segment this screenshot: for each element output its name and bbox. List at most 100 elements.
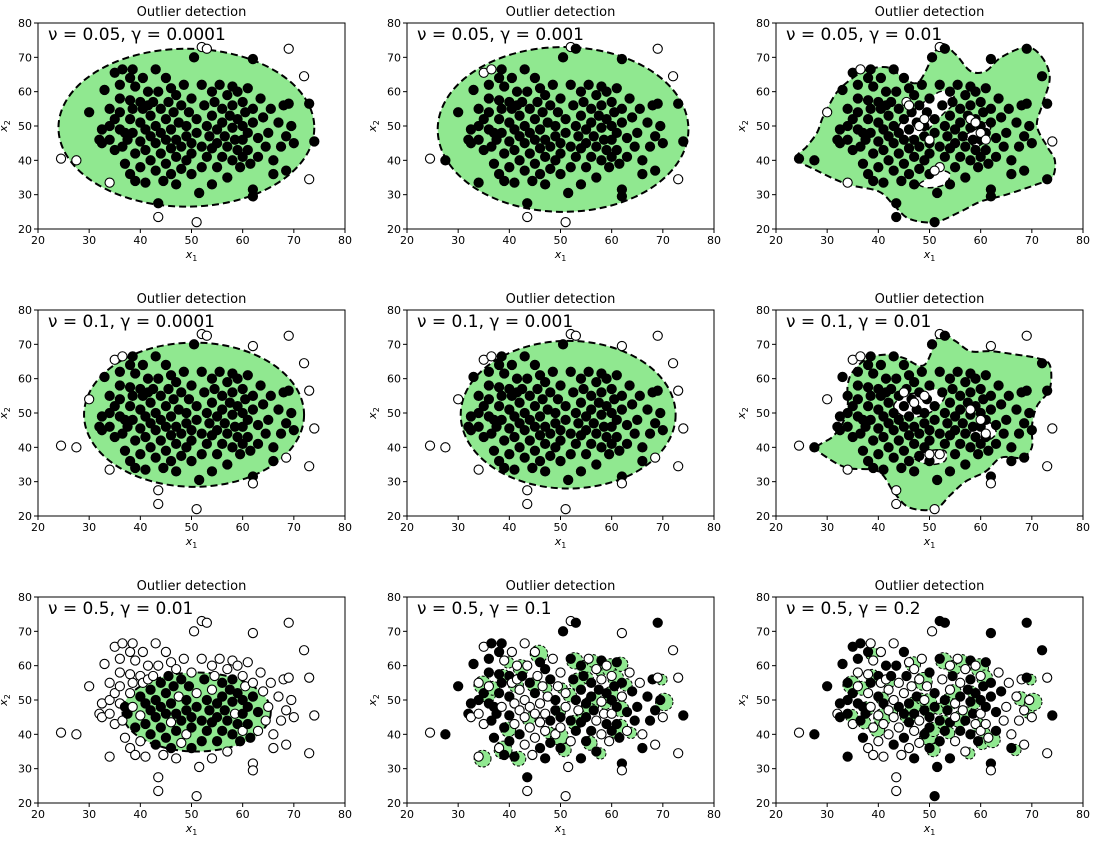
inlier-point [194,187,205,199]
x-tick-label: 50 [923,521,937,534]
inlier-point [903,455,915,467]
inlier-point [865,390,876,401]
outlier-point [127,677,138,688]
x-axis-label: x1 [554,822,567,837]
inlier-point [965,442,976,453]
x-tick-label: 30 [451,521,465,534]
inlier-point [575,684,587,695]
x-tick-label: 70 [287,808,301,821]
inlier-point [504,117,515,128]
outlier-point [117,351,128,362]
inlier-point [247,691,259,702]
inlier-point [1036,645,1048,656]
x-axis-label: x1 [185,248,198,263]
inlier-point [642,404,653,415]
inlier-point [898,134,910,145]
inlier-point [942,705,953,716]
y-tick-label: 50 [18,694,32,707]
outlier-point [914,737,925,749]
inlier-point [898,732,910,743]
inlier-point [980,144,991,156]
x-tick-label: 50 [185,234,199,247]
inlier-point [578,96,589,108]
inlier-point [150,694,161,706]
inlier-point [522,86,533,97]
outlier-point [873,710,884,721]
inlier-point [237,407,248,419]
inlier-point [606,120,617,132]
y-tick-label: 80 [18,591,32,604]
inlier-point [632,701,643,713]
outlier-point [114,653,126,664]
scatter-points [55,615,320,802]
inlier-point [644,141,656,152]
inlier-point [493,382,505,393]
outlier-point [473,464,484,475]
y-tick-label: 70 [387,338,401,351]
inlier-point [222,172,233,183]
inlier-point [972,736,984,747]
inlier-point [603,449,615,460]
outlier-point [970,718,981,730]
inlier-point [972,162,984,173]
inlier-point [842,134,853,145]
inlier-point [191,414,202,426]
inlier-point [888,407,899,419]
param-annotation: ν = 0.1, γ = 0.0001 [48,312,215,332]
outlier-point [606,708,617,719]
inlier-point [957,418,968,429]
inlier-point [227,674,238,685]
inlier-point [909,151,920,163]
inlier-point [837,658,848,670]
inlier-point [247,103,259,114]
y-tick-label: 30 [387,189,401,202]
inlier-point [990,151,1002,163]
inlier-point [532,96,543,108]
inlier-point [483,366,495,377]
inlier-point [793,153,805,164]
inlier-point [117,64,128,75]
inlier-point [245,732,256,743]
inlier-point [575,466,587,477]
outlier-point [181,729,192,740]
inlier-point [885,96,897,108]
inlier-point [288,425,299,436]
inlier-point [591,89,602,101]
outlier-point [1042,748,1053,759]
outlier-point [891,785,902,797]
inlier-point [545,100,556,111]
inlier-point [873,691,884,702]
inlier-point [586,691,597,702]
inlier-point [852,93,864,104]
x-tick-label: 30 [82,808,96,821]
inlier-point [591,746,602,757]
inlier-point [237,383,248,395]
x-tick-label: 70 [287,521,301,534]
inlier-point [196,428,207,439]
inlier-point [939,438,950,450]
outlier-point [944,660,956,671]
outlier-point [191,503,202,515]
y-tick-label: 30 [756,476,770,489]
inlier-point [234,162,246,173]
y-tick-label: 40 [18,441,32,454]
inlier-point [493,646,505,658]
outlier-point [952,653,963,664]
inlier-point [160,72,172,84]
inlier-point [596,442,607,453]
inlier-point [972,449,984,460]
outlier-point [993,667,1004,678]
outlier-point [914,674,925,685]
inlier-point [211,138,223,149]
inlier-point [1021,617,1032,628]
inlier-point [629,141,640,152]
inlier-point [852,394,864,405]
inlier-point [532,383,543,395]
inlier-point [944,397,956,408]
outlier-point [509,718,520,730]
inlier-point [468,84,479,96]
inlier-point [232,687,243,699]
inlier-point [227,696,238,707]
inlier-point [888,165,899,176]
inlier-point [181,418,192,429]
